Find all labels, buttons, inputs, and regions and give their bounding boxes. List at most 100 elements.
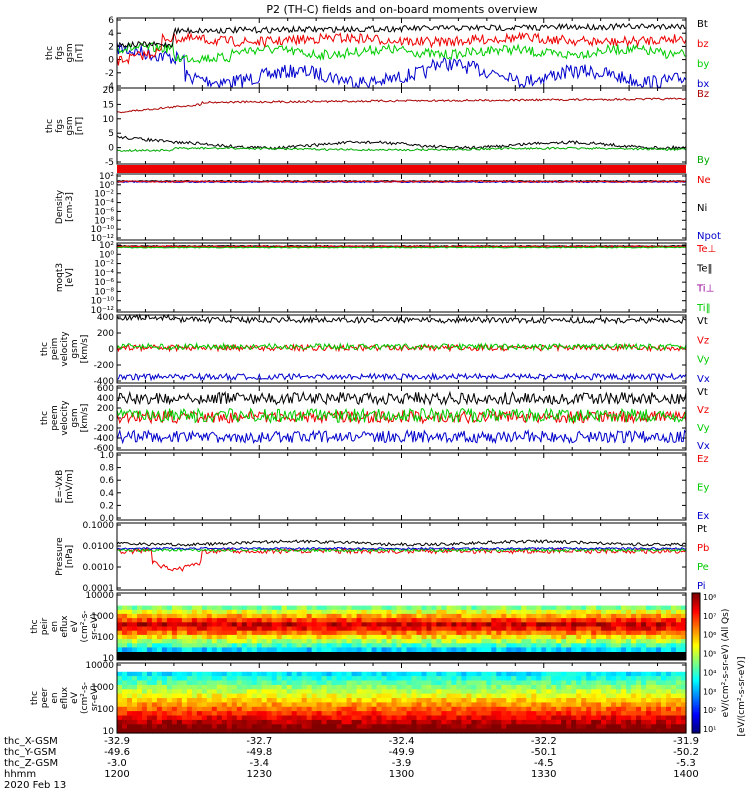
heatmap-cell	[421, 719, 428, 725]
heatmap-cell	[446, 626, 452, 632]
heatmap-cell	[276, 711, 283, 717]
heatmap-cell	[306, 622, 313, 628]
heatmap-cell	[416, 618, 423, 623]
heatmap-cell	[521, 684, 527, 690]
heatmap-cell	[326, 711, 333, 717]
heatmap-cell	[621, 702, 627, 708]
heatmap-cell	[137, 684, 143, 690]
heatmap-cell	[386, 671, 393, 677]
heatmap-cell	[151, 630, 158, 636]
heatmap-cell	[117, 689, 123, 695]
heatmap-cell	[371, 702, 378, 708]
heatmap-cell	[581, 684, 587, 690]
heatmap-cell	[181, 684, 188, 690]
heatmap-cell	[276, 724, 283, 730]
heatmap-cell	[122, 626, 128, 632]
heatmap-cell	[426, 622, 433, 628]
heatmap-cell	[501, 711, 507, 717]
heatmap-cell	[586, 676, 592, 682]
heatmap-cell	[351, 715, 358, 721]
heatmap-cell	[541, 609, 547, 615]
heatmap-cell	[281, 724, 288, 730]
heatmap-cell	[211, 693, 218, 699]
heatmap-cell	[581, 622, 587, 628]
heatmap-cell	[676, 643, 682, 649]
heatmap-cell	[586, 724, 592, 730]
colorbar-tick-label: 10¹	[703, 725, 716, 734]
heatmap-cell	[117, 630, 123, 636]
heatmap-cell	[516, 609, 522, 615]
heatmap-cell	[122, 684, 128, 690]
heatmap-cell	[506, 634, 512, 640]
heatmap-cell	[351, 680, 358, 686]
heatmap-cell	[606, 689, 612, 695]
heatmap-cell	[346, 630, 353, 636]
y-tick-label: 10	[103, 654, 115, 664]
heatmap-cell	[416, 728, 423, 734]
heatmap-cell	[556, 647, 562, 653]
heatmap-cell	[421, 630, 428, 636]
heatmap-cell	[491, 618, 497, 623]
heatmap-cell	[671, 724, 677, 730]
heatmap-cell	[661, 711, 667, 717]
heatmap-cell	[171, 728, 178, 734]
heatmap-cell	[251, 689, 258, 695]
heatmap-cell	[411, 676, 418, 682]
heatmap-cell	[161, 643, 168, 649]
heatmap-cell	[296, 715, 303, 721]
heatmap-cell	[231, 630, 238, 636]
heatmap-cell	[306, 609, 313, 615]
heatmap-cell	[161, 706, 168, 712]
heatmap-cell	[556, 698, 562, 703]
heatmap-cell	[361, 728, 368, 734]
colorbar-tick-label: 10⁸	[703, 593, 716, 602]
heatmap-cell	[496, 706, 502, 712]
heatmap-cell	[336, 698, 343, 703]
heatmap-cell	[266, 693, 273, 699]
heatmap-cell	[631, 693, 637, 699]
heatmap-cell	[226, 706, 233, 712]
heatmap-cell	[261, 671, 268, 677]
heatmap-cell	[486, 715, 492, 721]
heatmap-cell	[481, 706, 487, 712]
heatmap-cell	[556, 634, 562, 640]
heatmap-cell	[596, 706, 602, 712]
heatmap-cell	[146, 711, 153, 717]
heatmap-cell	[301, 647, 308, 653]
heatmap-cell	[531, 643, 537, 649]
heatmap-cell	[631, 613, 637, 619]
y-tick-label: 0.0010	[83, 563, 115, 573]
heatmap-cell	[556, 676, 562, 682]
heatmap-cell	[201, 711, 208, 717]
heatmap-cell	[311, 680, 318, 686]
heatmap-cell	[651, 613, 657, 619]
heatmap-cell	[241, 647, 248, 653]
heatmap-cell	[301, 634, 308, 640]
heatmap-cell	[246, 613, 253, 619]
heatmap-cell	[146, 647, 153, 653]
heatmap-cell	[451, 647, 457, 653]
heatmap-cell	[296, 698, 303, 703]
heatmap-cell	[511, 698, 517, 703]
x-axis-date: 2020 Feb 13	[4, 780, 66, 791]
heatmap-cell	[671, 719, 677, 725]
heatmap-cell	[117, 711, 123, 717]
heatmap-cell	[471, 719, 477, 725]
heatmap-cell	[171, 676, 178, 682]
heatmap-cell	[526, 715, 532, 721]
heatmap-cell	[356, 613, 363, 619]
heatmap-cell	[137, 639, 143, 644]
heatmap-cell	[571, 626, 577, 632]
heatmap-cell	[456, 719, 462, 725]
y-tick-label: 4	[108, 29, 114, 39]
heatmap-cell	[581, 724, 587, 730]
heatmap-cell	[231, 728, 238, 734]
heatmap-cell	[601, 605, 607, 611]
heatmap-cell	[411, 719, 418, 725]
heatmap-cell	[191, 639, 198, 644]
heatmap-cell	[241, 613, 248, 619]
y-axis-label-line: thc	[30, 619, 40, 633]
heatmap-cell	[266, 711, 273, 717]
heatmap-cell	[471, 643, 477, 649]
heatmap-cell	[341, 684, 348, 690]
